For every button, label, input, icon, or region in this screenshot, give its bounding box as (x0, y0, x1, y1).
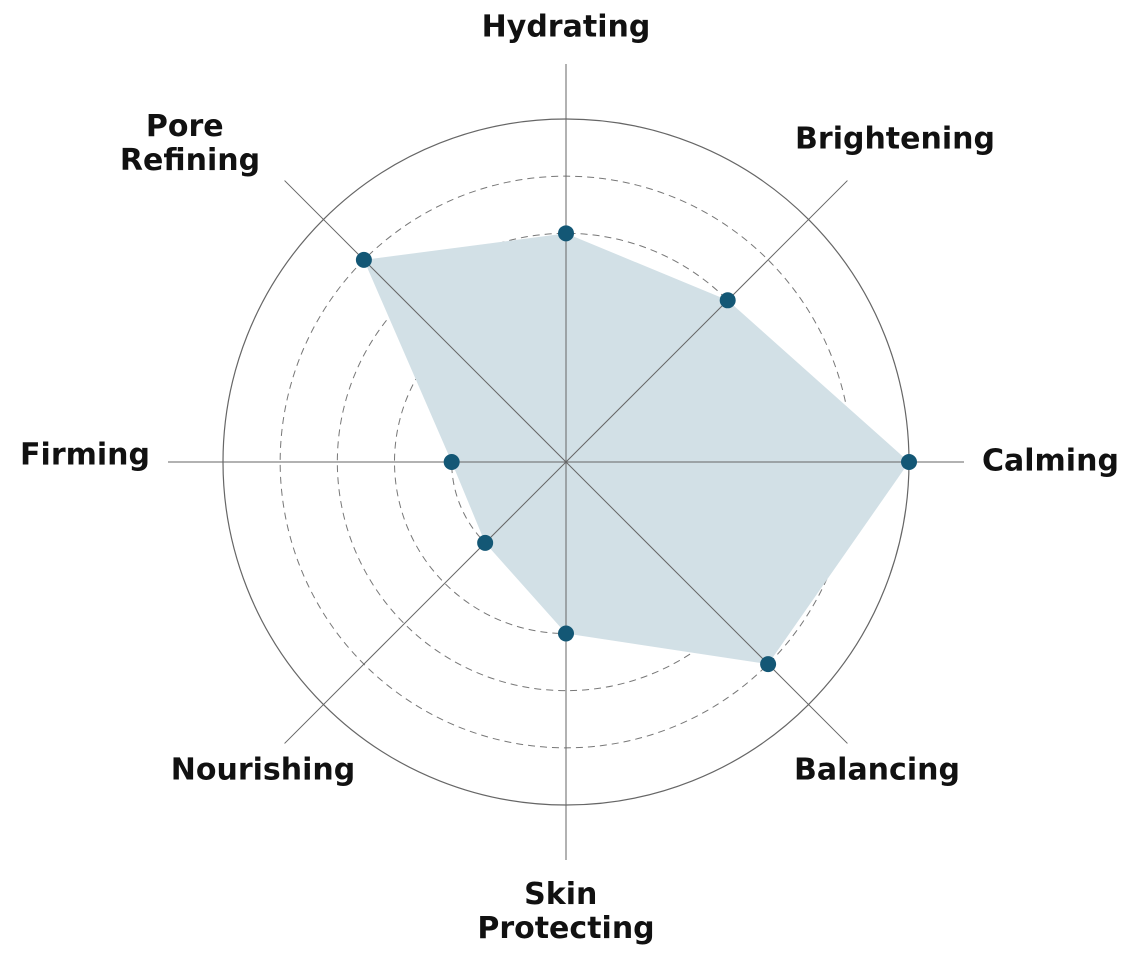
axis-spoke (565, 461, 848, 744)
axis-spoke (565, 180, 848, 463)
axis-spoke (284, 180, 567, 463)
axis-label: Balancing (794, 753, 960, 788)
axis-spoke (284, 461, 567, 744)
radar-point (477, 534, 494, 551)
radar-point (355, 251, 372, 268)
axis-label: Firming (20, 438, 150, 473)
radar-point (760, 656, 777, 673)
radar-point (719, 292, 736, 309)
axis-label: Calming (982, 444, 1119, 479)
axis-label: Skin Protecting (477, 877, 654, 946)
radar-point (558, 225, 574, 242)
radar-point (901, 454, 917, 470)
axis-label: Nourishing (171, 753, 355, 788)
axis-label: Hydrating (482, 10, 651, 45)
radar-point (443, 454, 460, 470)
radar-area (363, 233, 909, 665)
axis-label: Pore Refining (120, 109, 260, 178)
radar-point (558, 625, 574, 642)
axis-label: Brightening (795, 122, 995, 157)
